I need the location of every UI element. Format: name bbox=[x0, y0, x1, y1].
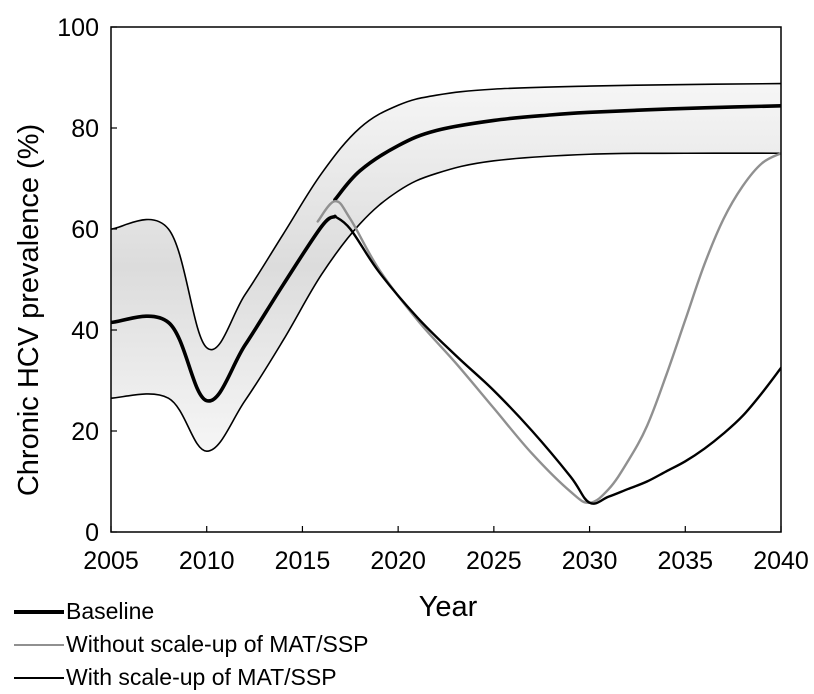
y-axis-ticks: 0 20 40 60 80 100 bbox=[57, 14, 117, 547]
legend-item-without-scale-up: Without scale-up of MAT/SSP bbox=[14, 628, 369, 661]
series-lines bbox=[111, 103, 781, 505]
band-fill bbox=[111, 83, 781, 452]
legend-label-baseline: Baseline bbox=[66, 598, 155, 624]
legend: Baseline Without scale-up of MAT/SSP Wit… bbox=[14, 595, 369, 694]
series-line-baseline-0 bbox=[111, 214, 337, 403]
x-tick-label: 2010 bbox=[179, 547, 235, 575]
x-tick-label: 2035 bbox=[657, 547, 713, 575]
legend-swatch-baseline bbox=[14, 609, 64, 614]
legend-swatch-without-scale-up bbox=[14, 643, 64, 646]
x-tick-label: 2025 bbox=[466, 547, 522, 575]
y-tick-label: 100 bbox=[57, 14, 99, 42]
x-tick-label: 2015 bbox=[275, 547, 331, 575]
series-line-without-scale-up-of-mat-ssp-2 bbox=[316, 152, 781, 504]
x-axis-title: Year bbox=[419, 591, 478, 623]
legend-item-baseline: Baseline bbox=[14, 595, 369, 628]
y-tick-label: 60 bbox=[71, 216, 99, 244]
plot-frame bbox=[110, 26, 782, 533]
band-lower-edge bbox=[111, 152, 781, 453]
legend-label-with-scale-up: With scale-up of MAT/SSP bbox=[66, 664, 337, 690]
series-line-baseline-1 bbox=[333, 103, 781, 202]
legend-label-without-scale-up: Without scale-up of MAT/SSP bbox=[66, 631, 369, 657]
band-upper-edge bbox=[111, 82, 781, 351]
x-tick-label: 2005 bbox=[83, 547, 139, 575]
y-tick-label: 0 bbox=[85, 519, 99, 547]
x-tick-label: 2040 bbox=[753, 547, 809, 575]
x-tick-label: 2020 bbox=[370, 547, 426, 575]
x-axis-ticks: 2005 2010 2015 2020 2025 2030 2035 2040 bbox=[83, 526, 809, 575]
y-tick-label: 20 bbox=[71, 418, 99, 446]
y-tick-label: 80 bbox=[71, 115, 99, 143]
legend-swatch-with-scale-up bbox=[14, 676, 64, 679]
y-tick-label: 40 bbox=[71, 317, 99, 345]
y-axis-title: Chronic HCV prevalence (%) bbox=[13, 124, 45, 496]
x-tick-label: 2030 bbox=[562, 547, 618, 575]
legend-item-with-scale-up: With scale-up of MAT/SSP bbox=[14, 661, 369, 694]
series-line-with-scale-up-of-mat-ssp-3 bbox=[333, 215, 781, 505]
uncertainty-band bbox=[111, 82, 781, 453]
